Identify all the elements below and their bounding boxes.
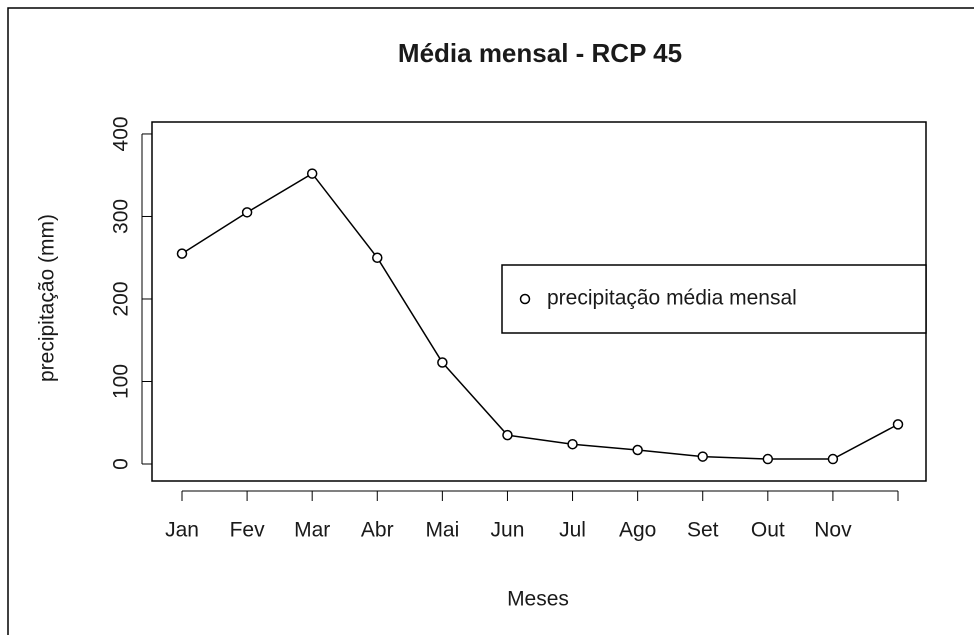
data-point — [306, 168, 318, 179]
data-point — [372, 252, 383, 263]
data-point — [697, 451, 708, 462]
x-tick-label: Ago — [619, 519, 656, 542]
data-point — [632, 444, 643, 456]
data-point — [241, 207, 253, 218]
x-tick-label: Mar — [294, 519, 330, 542]
x-tick-label: Out — [751, 519, 785, 542]
x-tick-label: Fev — [230, 519, 266, 542]
x-tick-label: Nov — [814, 519, 852, 542]
x-axis-label: Meses — [507, 588, 569, 611]
data-point — [502, 429, 513, 441]
x-tick-label: Set — [687, 519, 719, 542]
data-point — [437, 357, 448, 368]
data-point — [762, 453, 774, 465]
y-tick-label: 100 — [110, 364, 133, 399]
outer-frame — [7, 7, 974, 635]
y-tick-label: 400 — [110, 116, 133, 151]
x-tick-label: Jan — [165, 519, 199, 542]
x-tick-label: Abr — [361, 519, 394, 542]
x-tick-label: Mai — [425, 519, 459, 542]
data-point — [567, 438, 578, 450]
y-tick-label: 200 — [110, 281, 133, 316]
data-point — [176, 248, 188, 259]
legend-label: precipitação média mensal — [547, 287, 797, 310]
series-line — [181, 172, 899, 460]
legend-box — [501, 264, 927, 334]
y-tick-label: 300 — [110, 199, 133, 234]
y-axis-label: precipitação (mm) — [36, 214, 59, 382]
data-point — [892, 419, 904, 430]
data-point — [827, 453, 839, 465]
y-tick-label: 0 — [110, 458, 133, 470]
legend-marker — [519, 293, 531, 305]
x-tick-label: Jun — [491, 519, 525, 542]
chart-title: Média mensal - RCP 45 — [398, 38, 682, 68]
x-tick-label: Jul — [559, 519, 586, 542]
